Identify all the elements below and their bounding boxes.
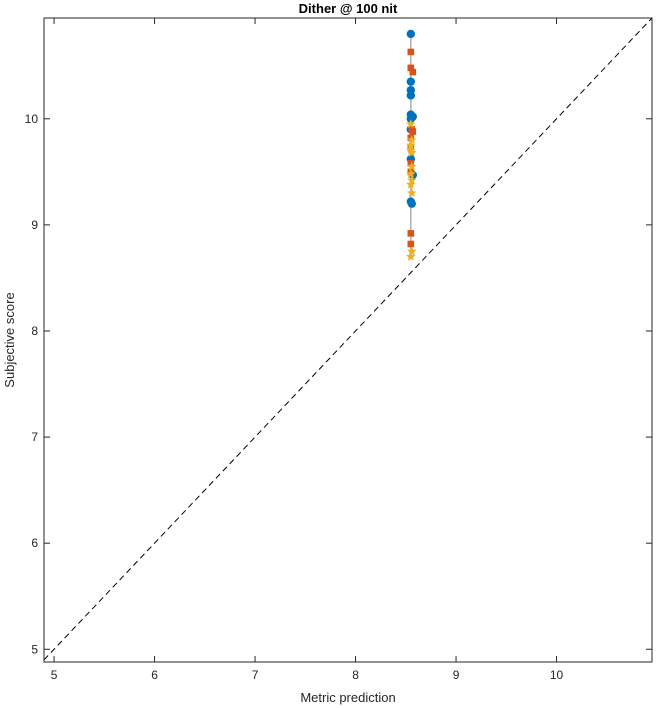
data-point-square <box>407 64 415 72</box>
x-tick-label: 8 <box>352 668 359 682</box>
data-point-star <box>406 119 416 129</box>
x-tick-label: 7 <box>252 668 259 682</box>
x-axis-label: Metric prediction <box>300 690 395 705</box>
data-point-square <box>407 230 415 237</box>
data-point-square <box>407 48 415 56</box>
reference-diagonal-line <box>43 17 653 661</box>
data-point-circle <box>406 29 416 39</box>
y-tick-label: 6 <box>31 536 38 550</box>
y-tick-label: 10 <box>25 112 39 126</box>
chart-title: Dither @ 100 nit <box>299 1 398 16</box>
data-point-star <box>406 140 416 150</box>
data-point-star <box>407 135 417 145</box>
data-point-square <box>409 68 417 76</box>
data-point-star <box>406 168 416 179</box>
plot-area <box>44 18 652 662</box>
x-tick-label: 9 <box>453 668 460 682</box>
y-tick-label: 5 <box>31 642 38 656</box>
data-point-star <box>407 246 417 256</box>
data-point-star <box>406 251 416 261</box>
data-point-square <box>407 240 415 248</box>
y-tick-label: 7 <box>31 430 38 444</box>
data-point-square <box>409 128 417 135</box>
data-point-square <box>407 160 415 167</box>
y-axis-label: Subjective score <box>2 292 17 387</box>
data-point-circle <box>406 114 416 123</box>
x-tick-label: 6 <box>151 668 158 682</box>
plot-frame <box>43 17 653 663</box>
data-point-star <box>407 175 417 185</box>
data-point-star <box>407 147 417 157</box>
y-tick-label: 8 <box>31 324 38 338</box>
data-point-circle <box>406 77 416 86</box>
data-point-circle <box>406 91 416 100</box>
data-point-star <box>407 161 417 171</box>
series-star <box>406 119 417 261</box>
x-tick-label: 10 <box>550 668 564 682</box>
y-tick-label: 9 <box>31 218 38 232</box>
data-point-star <box>406 179 416 189</box>
data-point-star <box>407 188 417 198</box>
data-point-circle <box>407 199 417 208</box>
x-tick-label: 5 <box>51 668 58 682</box>
